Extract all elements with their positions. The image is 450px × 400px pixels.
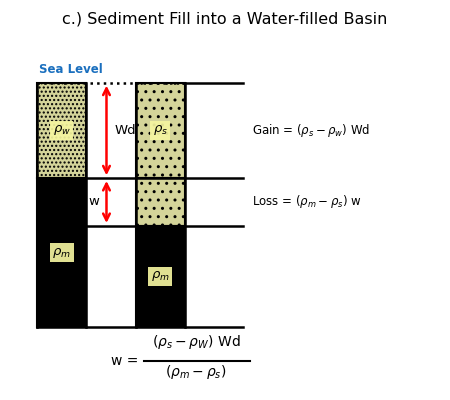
Text: $(\rho_m - \rho_s)$: $(\rho_m - \rho_s)$	[165, 363, 227, 381]
Text: w: w	[89, 196, 100, 208]
Text: w =: w =	[111, 354, 142, 368]
Bar	[37, 178, 86, 327]
Text: $\rho_w$: $\rho_w$	[53, 124, 71, 138]
Text: Loss = $(\rho_m - \rho_s)$ w: Loss = $(\rho_m - \rho_s)$ w	[252, 194, 361, 210]
Text: Wd: Wd	[115, 124, 136, 137]
Bar	[135, 83, 185, 178]
Text: $\rho_m$: $\rho_m$	[52, 246, 71, 260]
Text: $\rho_s$: $\rho_s$	[153, 124, 168, 138]
Text: Sea Level: Sea Level	[40, 63, 103, 76]
Text: $\rho_m$: $\rho_m$	[151, 270, 170, 284]
Text: Gain = $(\rho_s - \rho_w)$ Wd: Gain = $(\rho_s - \rho_w)$ Wd	[252, 122, 370, 139]
Bar	[37, 83, 86, 178]
Text: c.) Sediment Fill into a Water-filled Basin: c.) Sediment Fill into a Water-filled Ba…	[62, 11, 388, 26]
Bar	[135, 226, 185, 327]
Bar	[135, 178, 185, 226]
Text: $(\rho_s - \rho_W)$ Wd: $(\rho_s - \rho_W)$ Wd	[152, 333, 240, 351]
